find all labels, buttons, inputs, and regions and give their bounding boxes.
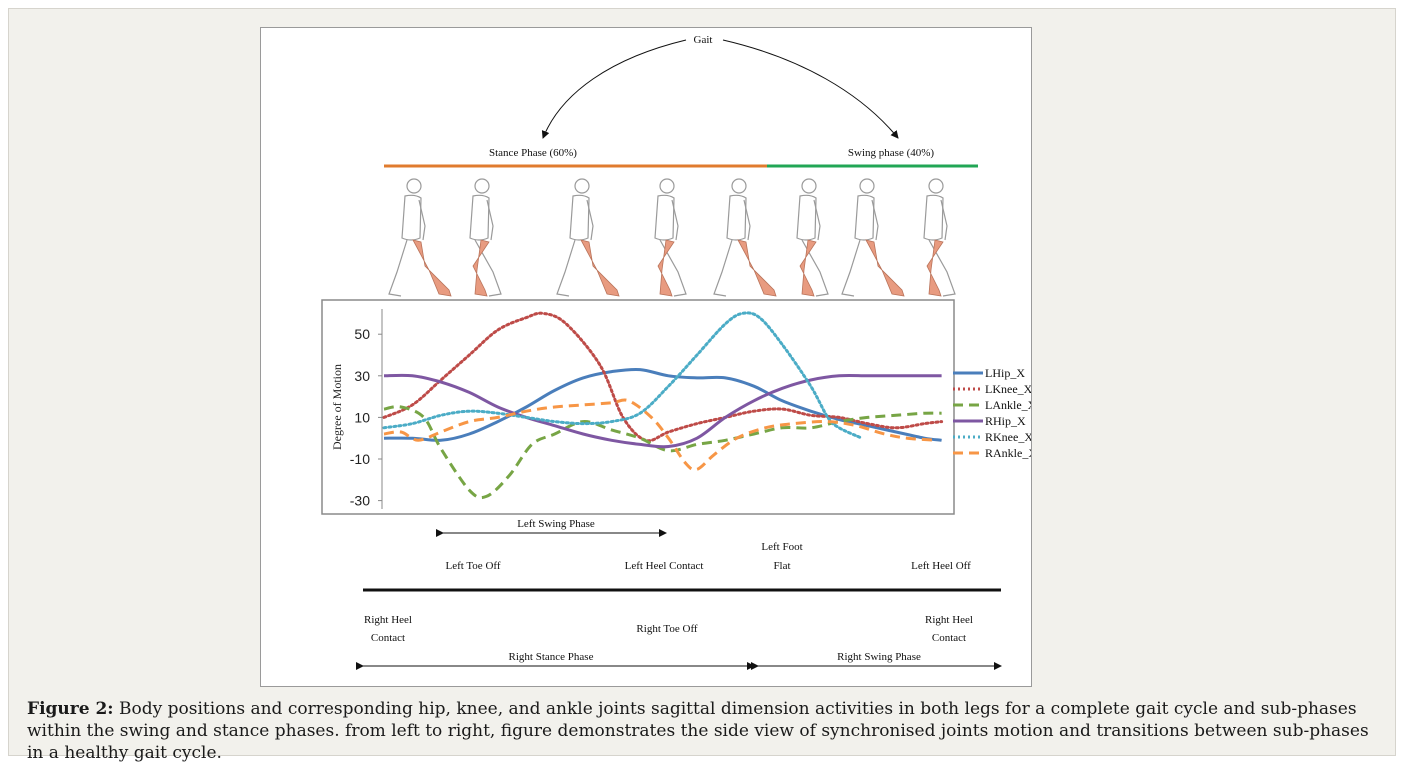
walking-figure — [654, 178, 687, 297]
right-swing-phase-label: Right Swing Phase — [837, 651, 921, 663]
series-line-rankle-x — [383, 398, 937, 472]
walking-figure — [923, 178, 956, 297]
legend-label: LAnkle_X — [985, 398, 1031, 412]
series-line-rknee-x — [382, 311, 864, 440]
legend-label: RHip_X — [985, 414, 1026, 428]
y-tick-label: -30 — [350, 493, 370, 509]
series-line-rhip-x — [383, 373, 942, 449]
right-heel-contact-end-line1: Right Heel — [925, 614, 973, 626]
joint-motion-chart: -30 -10 10 30 50 Degree of Motion LHip_X LKnee_… — [330, 309, 1031, 509]
y-axis-label: Degree of Motion — [330, 364, 344, 450]
right-heel-contact-start-line1: Right Heel — [364, 614, 412, 626]
right-toe-off-label: Right Toe Off — [636, 623, 697, 635]
caption-text: Body positions and corresponding hip, kn… — [27, 699, 1369, 763]
walking-figure — [388, 178, 452, 297]
legend-label: RAnkle_X — [985, 446, 1031, 460]
gait-label: Gait — [694, 34, 713, 46]
right-stance-phase-label: Right Stance Phase — [509, 651, 594, 663]
legend-label: RKnee_X — [985, 430, 1031, 444]
figure-panel: Gait Stance Phase (60%) Swing phase (40%… — [260, 27, 1032, 687]
walking-figure — [796, 178, 829, 297]
stance-phase-label: Stance Phase (60%) — [489, 147, 577, 159]
series-line-lankle-x — [383, 405, 942, 500]
walking-figure — [469, 178, 502, 297]
caption-label: Figure 2: — [27, 699, 114, 719]
left-toe-off-label: Left Toe Off — [445, 560, 500, 572]
right-heel-contact-start-line2: Contact — [371, 632, 405, 644]
series-line-lhip-x — [383, 367, 942, 442]
right-heel-contact-end-line2: Contact — [932, 632, 966, 644]
figure-caption: Figure 2: Body positions and correspondi… — [27, 698, 1387, 764]
figure-drawing: Gait Stance Phase (60%) Swing phase (40%… — [321, 34, 1031, 670]
walking-figure — [713, 178, 777, 297]
left-foot-flat-label-line1: Left Foot — [761, 541, 802, 553]
gait-arrow-left — [541, 39, 687, 139]
left-swing-phase-label: Left Swing Phase — [517, 518, 595, 530]
legend-label: LHip_X — [985, 366, 1025, 380]
left-heel-off-label: Left Heel Off — [911, 560, 971, 572]
gait-arrow-right — [722, 39, 899, 139]
y-tick-label: 10 — [354, 409, 370, 425]
legend-label: LKnee_X — [985, 382, 1031, 396]
figure-frame: Gait Stance Phase (60%) Swing phase (40%… — [8, 8, 1396, 763]
y-tick-label: 30 — [354, 368, 370, 384]
left-foot-flat-label-line2: Flat — [773, 560, 790, 572]
walking-figure — [556, 178, 620, 297]
y-tick-label: 50 — [354, 326, 370, 342]
walking-figures-row — [388, 178, 956, 297]
left-heel-contact-label: Left Heel Contact — [625, 560, 704, 572]
swing-phase-label: Swing phase (40%) — [848, 147, 934, 159]
walking-figure — [841, 178, 905, 297]
y-tick-label: -10 — [350, 451, 370, 467]
